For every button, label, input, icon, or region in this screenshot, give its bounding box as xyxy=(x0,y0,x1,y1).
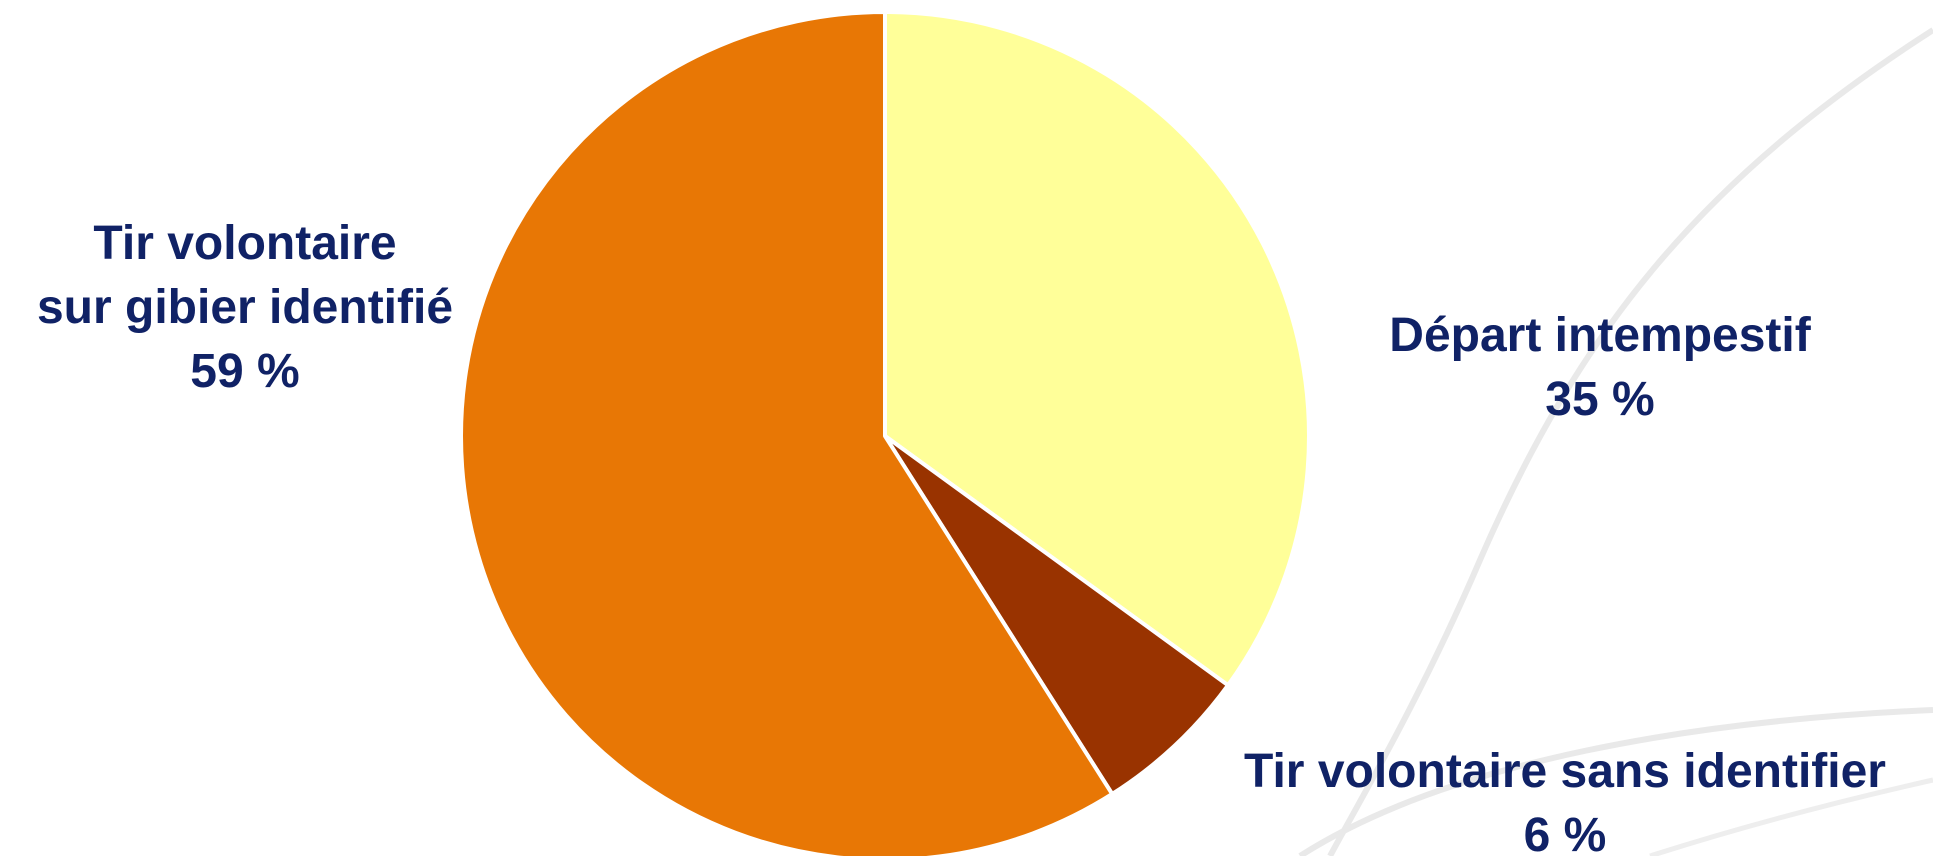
label-line: Tir volontaire xyxy=(93,217,397,270)
label-line: Départ intempestif xyxy=(1389,309,1811,362)
slice-label-accidental-discharge: Départ intempestif 35 % xyxy=(1350,304,1850,432)
slice-label-identified-game: Tir volontaire sur gibier identifié 59 % xyxy=(0,212,490,404)
label-value: 35 % xyxy=(1545,373,1655,426)
label-value: 6 % xyxy=(1523,809,1607,856)
label-line: sur gibier identifié xyxy=(36,281,454,334)
slice-label-unidentified-target: Tir volontaire sans identifier 6 % xyxy=(1195,740,1933,856)
pie-slice-0 xyxy=(883,10,1311,688)
label-line: Tir volontaire sans identifier xyxy=(1244,745,1886,798)
pie-slice-2 xyxy=(459,10,1115,856)
pie-slice-1 xyxy=(883,434,1231,796)
label-value: 59 % xyxy=(190,345,300,398)
